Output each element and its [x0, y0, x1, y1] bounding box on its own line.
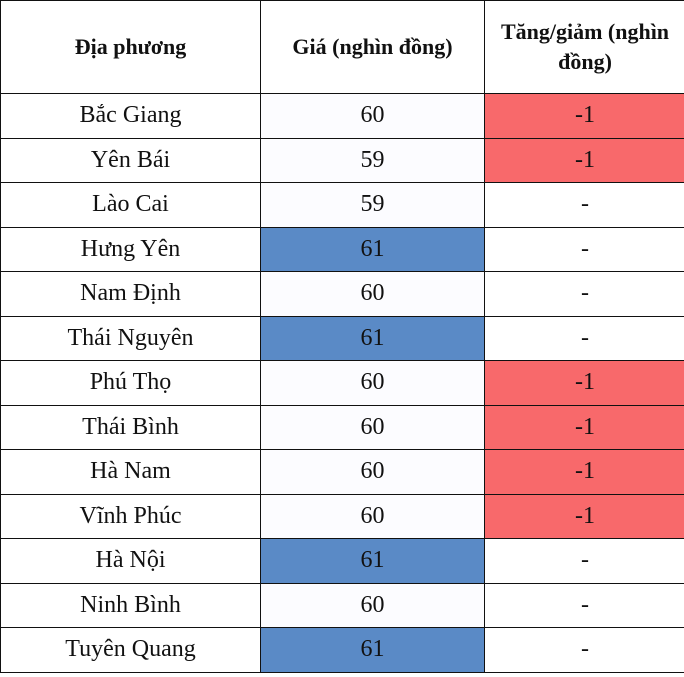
- price-cell: 61: [260, 315, 485, 361]
- price-cell: 61: [260, 627, 485, 673]
- province-cell: Yên Bái: [0, 137, 261, 183]
- table-row: Thái Nguyên 61-: [0, 315, 684, 361]
- change-cell: -1: [484, 493, 684, 539]
- price-cell: 59: [260, 137, 485, 183]
- change-cell: -: [484, 315, 684, 361]
- change-cell: -1: [484, 93, 684, 139]
- province-cell: Tuyên Quang: [0, 627, 261, 673]
- province-cell: Phú Thọ: [0, 360, 261, 406]
- change-cell: -: [484, 627, 684, 673]
- header-row: Địa phương Giá (nghìn đồng) Tăng/giảm (n…: [0, 0, 684, 94]
- price-cell: 60: [260, 449, 485, 495]
- table-row: Nam Định 60-: [0, 271, 684, 317]
- table-row: Hà Nội 61-: [0, 538, 684, 584]
- change-cell: -: [484, 538, 684, 584]
- table-row: Yên Bái 59 -1: [0, 137, 684, 183]
- table-row: Hưng Yên 61-: [0, 226, 684, 272]
- table-row: Bắc Giang 60 -1: [0, 93, 684, 139]
- change-cell: -: [484, 271, 684, 317]
- price-cell: 61: [260, 538, 485, 584]
- province-cell: Thái Bình: [0, 404, 261, 450]
- header-price: Giá (nghìn đồng): [260, 0, 485, 94]
- header-change: Tăng/giảm (nghìn đồng): [484, 0, 684, 94]
- price-cell: 60: [260, 404, 485, 450]
- price-cell: 60: [260, 93, 485, 139]
- change-cell: -1: [484, 404, 684, 450]
- table-row: Lào Cai 59-: [0, 182, 684, 228]
- table-row: Hà Nam 60 -1: [0, 449, 684, 495]
- price-cell: 61: [260, 226, 485, 272]
- price-cell: 60: [260, 360, 485, 406]
- table-row: Ninh Bình 60-: [0, 582, 684, 628]
- change-cell: -: [484, 582, 684, 628]
- province-cell: Hưng Yên: [0, 226, 261, 272]
- header-province: Địa phương: [0, 0, 261, 94]
- province-cell: Bắc Giang: [0, 93, 261, 139]
- change-cell: -1: [484, 449, 684, 495]
- province-cell: Hà Nam: [0, 449, 261, 495]
- table-row: Vĩnh Phúc 60 -1: [0, 493, 684, 539]
- change-cell: -: [484, 226, 684, 272]
- change-cell: -1: [484, 360, 684, 406]
- province-cell: Vĩnh Phúc: [0, 493, 261, 539]
- province-cell: Thái Nguyên: [0, 315, 261, 361]
- price-cell: 60: [260, 582, 485, 628]
- province-cell: Nam Định: [0, 271, 261, 317]
- province-cell: Lào Cai: [0, 182, 261, 228]
- price-cell: 60: [260, 271, 485, 317]
- table-row: Thái Bình 60 -1: [0, 404, 684, 450]
- change-cell: -1: [484, 137, 684, 183]
- change-cell: -: [484, 182, 684, 228]
- price-cell: 59: [260, 182, 485, 228]
- province-cell: Ninh Bình: [0, 582, 261, 628]
- price-cell: 60: [260, 493, 485, 539]
- table-row: Phú Thọ 60 -1: [0, 360, 684, 406]
- table-row: Tuyên Quang 61-: [0, 627, 684, 673]
- province-cell: Hà Nội: [0, 538, 261, 584]
